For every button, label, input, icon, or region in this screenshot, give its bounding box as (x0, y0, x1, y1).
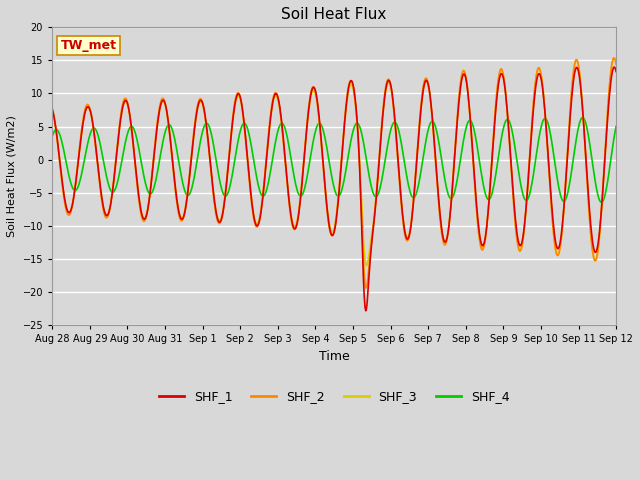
SHF_4 (48, 134, 56, 140)
SHF_4 (136, 149, 143, 155)
SHF_3 (609, 57, 617, 62)
Line: SHF_3: SHF_3 (52, 58, 616, 265)
SHF_4 (381, 161, 388, 167)
SHF_3 (610, 55, 618, 61)
SHF_3 (297, 188, 305, 194)
SHF_1 (611, 64, 618, 70)
SHF_1 (297, 191, 305, 196)
SHF_2 (450, 163, 458, 169)
SHF_4 (610, 136, 618, 142)
X-axis label: Time: Time (319, 350, 349, 363)
Line: SHF_4: SHF_4 (52, 118, 616, 202)
SHF_2 (610, 55, 618, 60)
SHF_3 (381, 91, 389, 97)
SHF_3 (363, 263, 371, 268)
SHF_2 (609, 56, 617, 62)
SHF_4 (471, 130, 479, 136)
Legend: SHF_1, SHF_2, SHF_3, SHF_4: SHF_1, SHF_2, SHF_3, SHF_4 (154, 385, 515, 408)
Text: TW_met: TW_met (61, 39, 116, 52)
SHF_2 (297, 188, 305, 193)
SHF_2 (612, 61, 620, 67)
SHF_4 (297, 193, 305, 199)
SHF_4 (612, 123, 620, 129)
Title: Soil Heat Flux: Soil Heat Flux (282, 7, 387, 22)
SHF_3 (472, 191, 479, 196)
SHF_1 (609, 66, 617, 72)
SHF_1 (450, 168, 458, 173)
Line: SHF_2: SHF_2 (52, 58, 616, 288)
SHF_2 (48, 105, 56, 110)
SHF_3 (136, 198, 143, 204)
SHF_1 (136, 198, 143, 204)
SHF_2 (136, 201, 143, 207)
Line: SHF_1: SHF_1 (52, 67, 616, 311)
SHF_4 (579, 115, 586, 120)
SHF_1 (381, 90, 389, 96)
SHF_1 (362, 308, 369, 313)
SHF_4 (449, 194, 457, 200)
Y-axis label: Soil Heat Flux (W/m2): Soil Heat Flux (W/m2) (7, 115, 17, 237)
SHF_1 (612, 69, 620, 74)
SHF_2 (381, 87, 389, 93)
SHF_1 (48, 107, 56, 112)
SHF_2 (362, 285, 369, 291)
SHF_2 (472, 194, 479, 200)
SHF_3 (48, 107, 56, 112)
SHF_3 (450, 166, 458, 171)
SHF_3 (612, 60, 620, 66)
SHF_4 (597, 199, 605, 205)
SHF_1 (472, 189, 479, 194)
